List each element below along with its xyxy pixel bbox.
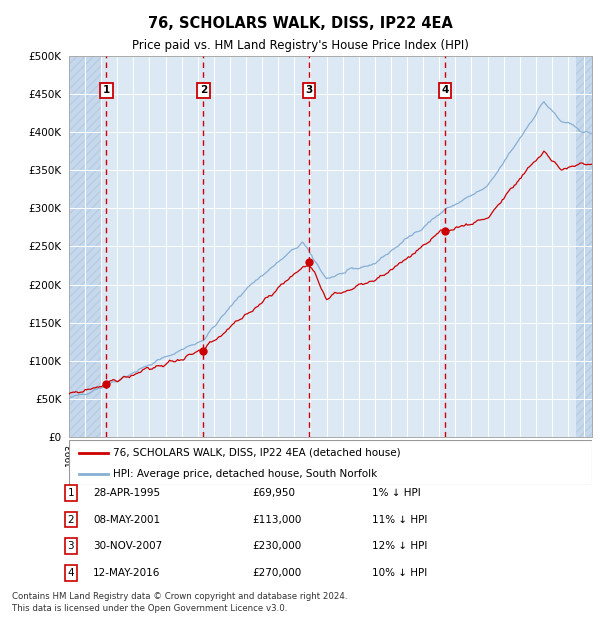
Text: 30-NOV-2007: 30-NOV-2007 [93, 541, 162, 551]
Text: 2: 2 [200, 85, 207, 95]
Text: £69,950: £69,950 [252, 488, 295, 498]
Text: £270,000: £270,000 [252, 568, 301, 578]
Text: Price paid vs. HM Land Registry's House Price Index (HPI): Price paid vs. HM Land Registry's House … [131, 39, 469, 52]
Text: 1: 1 [103, 85, 110, 95]
Text: 1% ↓ HPI: 1% ↓ HPI [372, 488, 421, 498]
Text: 08-MAY-2001: 08-MAY-2001 [93, 515, 160, 525]
Text: 11% ↓ HPI: 11% ↓ HPI [372, 515, 427, 525]
Text: £113,000: £113,000 [252, 515, 301, 525]
Bar [576, 56, 592, 437]
Text: 76, SCHOLARS WALK, DISS, IP22 4EA (detached house): 76, SCHOLARS WALK, DISS, IP22 4EA (detac… [113, 448, 401, 458]
Bar [69, 56, 101, 437]
Text: This data is licensed under the Open Government Licence v3.0.: This data is licensed under the Open Gov… [12, 604, 287, 613]
Text: £230,000: £230,000 [252, 541, 301, 551]
Text: 76, SCHOLARS WALK, DISS, IP22 4EA: 76, SCHOLARS WALK, DISS, IP22 4EA [148, 16, 452, 30]
Text: Contains HM Land Registry data © Crown copyright and database right 2024.: Contains HM Land Registry data © Crown c… [12, 592, 347, 601]
Bar [576, 56, 592, 437]
Text: 1: 1 [67, 488, 74, 498]
Text: 4: 4 [67, 568, 74, 578]
Text: 12% ↓ HPI: 12% ↓ HPI [372, 541, 427, 551]
Text: 28-APR-1995: 28-APR-1995 [93, 488, 160, 498]
Text: 3: 3 [305, 85, 313, 95]
Text: 2: 2 [67, 515, 74, 525]
Text: 10% ↓ HPI: 10% ↓ HPI [372, 568, 427, 578]
Text: 3: 3 [67, 541, 74, 551]
Text: 12-MAY-2016: 12-MAY-2016 [93, 568, 160, 578]
Text: HPI: Average price, detached house, South Norfolk: HPI: Average price, detached house, Sout… [113, 469, 378, 479]
Text: 4: 4 [442, 85, 449, 95]
Bar [69, 56, 101, 437]
